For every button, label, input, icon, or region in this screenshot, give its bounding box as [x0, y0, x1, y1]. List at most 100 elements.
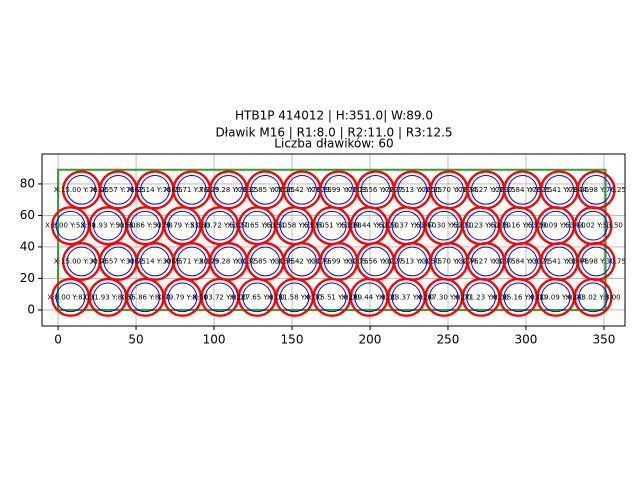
gland-inner [581, 174, 611, 205]
gland-inner [213, 246, 244, 277]
gland: X:344.98 Y:30.75 [566, 242, 626, 281]
gland-inner [360, 246, 391, 277]
gland-label: X:79.79 Y:53.50 [155, 222, 210, 230]
gland-label: X:156.42 Y:30.75 [272, 258, 332, 266]
gland-inner [66, 246, 97, 277]
gland-inner [434, 174, 464, 205]
gland-label: X:31.93 Y:53.50 [80, 222, 135, 230]
gland-inner [279, 282, 310, 313]
gland-label: X:199.44 Y:53.50 [339, 222, 399, 230]
gland-inner [279, 210, 310, 241]
gland-label: X:297.84 Y:30.75 [493, 258, 553, 266]
gland-inner [581, 246, 611, 277]
gland-inner [242, 282, 273, 313]
gland-inner [140, 246, 170, 277]
gland-label: X:203.56 Y:76.25 [346, 186, 406, 194]
gland-inner [354, 282, 384, 313]
gland-inner [540, 282, 571, 313]
gland-label: X:179.99 Y:30.75 [309, 258, 369, 266]
gland-label: X:38.57 Y:30.75 [91, 258, 146, 266]
gland-label: X:319.09 Y:8.00 [528, 293, 583, 301]
gland-inner [250, 174, 281, 205]
gland-label: X:343.02 Y:53.50 [563, 222, 623, 230]
gland-inner [391, 282, 422, 313]
gland-inner [354, 210, 384, 241]
gland-label: X:271.23 Y:8.00 [454, 293, 509, 301]
gland-label: X:55.86 Y:8.00 [120, 293, 171, 301]
gland-label: X:227.13 Y:30.75 [382, 258, 442, 266]
gland: X:344.98 Y:76.25 [566, 170, 626, 210]
gland-label: X:85.71 Y:76.25 [164, 186, 219, 194]
y-tick-label: 20 [20, 271, 35, 285]
gland-label: X:127.65 Y:8.00 [230, 293, 285, 301]
y-tick-label: 60 [20, 208, 35, 222]
gland-inner [428, 282, 459, 313]
gland-label: X:156.42 Y:76.25 [272, 186, 332, 194]
x-tick-label: 50 [128, 333, 143, 347]
gland-label: X:274.27 Y:30.75 [456, 258, 516, 266]
gland-inner [250, 246, 281, 277]
gland-inner [578, 210, 608, 241]
gland-label: X:344.98 Y:30.75 [566, 258, 626, 266]
gland-inner [503, 282, 534, 313]
gland-label: X:247.30 Y:8.00 [416, 293, 471, 301]
gland-inner [391, 210, 422, 241]
x-tick-label: 250 [437, 333, 460, 347]
gland-inner [55, 210, 86, 241]
x-tick-label: 0 [54, 333, 62, 347]
gland-label: X:79.79 Y:8.00 [157, 293, 208, 301]
gland-label: X:151.58 Y:8.00 [267, 293, 322, 301]
x-tick-label: 300 [515, 333, 538, 347]
gland-inner [204, 210, 235, 241]
gland-inner [544, 174, 575, 205]
chart-title: HTB1P 414012 | H:351.0| W:89.0 [235, 109, 433, 123]
gland-label: X:274.27 Y:76.25 [456, 186, 516, 194]
x-tick-label: 100 [203, 333, 226, 347]
gland-label: X:15.00 Y:30.75 [54, 258, 109, 266]
gland-inner [470, 246, 501, 277]
gland-label: X:132.85 Y:76.25 [235, 186, 295, 194]
x-tick-label: 200 [359, 333, 382, 347]
gland-label: X:223.37 Y:53.50 [377, 222, 437, 230]
gland-label: X:175.51 Y:53.50 [302, 222, 362, 230]
gland-inner [544, 246, 575, 277]
gland-label: X:127.65 Y:53.50 [227, 222, 287, 230]
gland-inner [55, 282, 86, 313]
gland-label: X:8.00 Y:53.50 [45, 222, 96, 230]
gland-inner [470, 174, 501, 205]
gland-inner [507, 246, 538, 277]
gland-label: X:15.00 Y:76.25 [54, 186, 109, 194]
gland-label: X:297.84 Y:76.25 [493, 186, 553, 194]
gland-inner [242, 210, 273, 241]
gland: X:343.02 Y:53.50 [563, 206, 623, 246]
gland-inner [316, 210, 347, 241]
gland-inner [103, 246, 134, 277]
gland-inner [540, 210, 571, 241]
gland-label: X:344.98 Y:76.25 [566, 186, 626, 194]
gland-inner [204, 282, 235, 313]
gland-label: X:8.00 Y:8.00 [47, 293, 93, 301]
gland-label: X:295.16 Y:53.50 [489, 222, 549, 230]
gland-inner [466, 210, 496, 241]
gland-label: X:103.72 Y:8.00 [192, 293, 247, 301]
gland-inner [66, 174, 97, 205]
gland-inner [434, 246, 464, 277]
chart-subtitle: Dławik M16 | R1:8.0 | R2:11.0 | R3:12.5 [215, 126, 452, 140]
gland-inner [176, 174, 207, 205]
gland-inner [503, 210, 534, 241]
gland-label: X:321.41 Y:30.75 [530, 258, 590, 266]
y-tick-label: 80 [20, 176, 35, 190]
gland-label: X:223.37 Y:8.00 [379, 293, 434, 301]
gland-label: X:31.93 Y:8.00 [83, 293, 134, 301]
y-tick-label: 40 [20, 239, 35, 253]
gland-label: X:321.41 Y:76.25 [530, 186, 590, 194]
gland-inner [316, 282, 347, 313]
gland-label: X:151.58 Y:53.50 [265, 222, 325, 230]
gland-label: X:203.56 Y:30.75 [346, 258, 406, 266]
gland-inner [130, 282, 161, 313]
gland-label: X:38.57 Y:76.25 [91, 186, 146, 194]
gland-inner [466, 282, 496, 313]
gland-inner [428, 210, 459, 241]
gland-inner [167, 210, 198, 241]
